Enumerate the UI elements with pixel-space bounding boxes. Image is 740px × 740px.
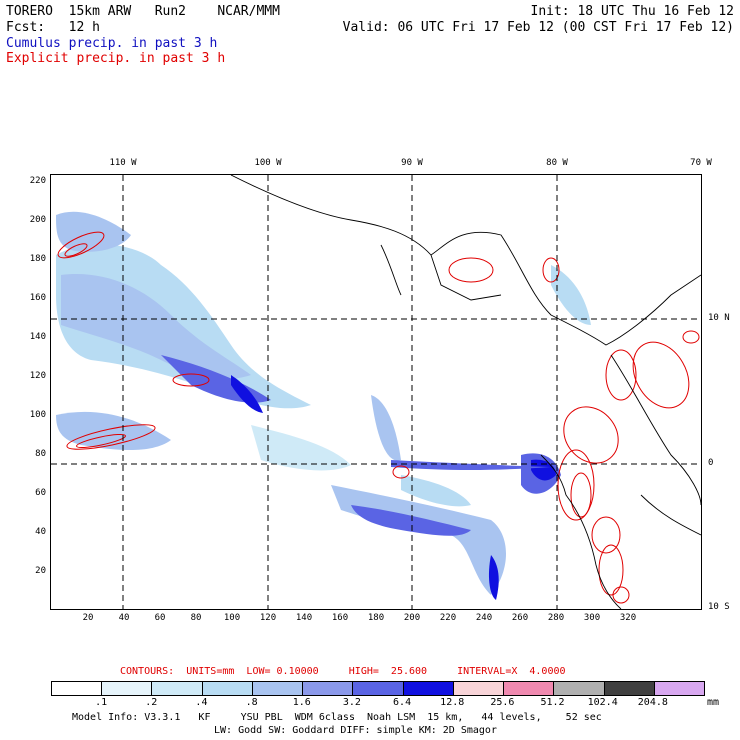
lon-label-100w: 100 W	[254, 158, 282, 168]
lat-label-10n: 10 N	[708, 313, 730, 323]
colorbar-label: .1	[95, 697, 108, 708]
colorbar-swatch	[303, 682, 354, 695]
x-tick: 180	[367, 613, 385, 623]
run-title: TORERO 15km ARW Run2 NCAR/MMM	[6, 4, 280, 19]
x-tick: 260	[511, 613, 529, 623]
precip-map	[50, 174, 702, 610]
y-tick: 40	[35, 527, 46, 537]
valid-time: Valid: 06 UTC Fri 17 Feb 12 (00 CST Fri …	[342, 20, 734, 35]
x-tick: 140	[295, 613, 313, 623]
colorbar-label: 51.2	[540, 697, 565, 708]
y-tick: 140	[29, 332, 46, 342]
colorbar-swatch	[403, 682, 454, 695]
colorbar-label: .8	[245, 697, 258, 708]
colorbar-swatch	[102, 682, 153, 695]
colorbar-swatch	[654, 682, 705, 695]
contour-info: CONTOURS: UNITS=mm LOW= 0.10000 HIGH= 25…	[120, 666, 566, 677]
y-tick: 200	[29, 215, 46, 225]
colorbar-swatch	[202, 682, 253, 695]
lat-label-0: 0	[708, 458, 714, 468]
init-time: Init: 18 UTC Thu 16 Feb 12	[530, 4, 735, 19]
y-tick: 160	[29, 293, 46, 303]
colorbar-label: .2	[145, 697, 158, 708]
x-tick: 60	[154, 613, 166, 623]
y-tick: 100	[29, 410, 46, 420]
lon-label-70w: 70 W	[690, 158, 712, 168]
x-tick: 100	[223, 613, 241, 623]
y-tick: 60	[35, 488, 46, 498]
legend-explicit: Explicit precip. in past 3 h	[6, 51, 226, 66]
lat-lon-grid	[51, 175, 701, 609]
colorbar-swatch	[453, 682, 505, 695]
x-tick: 80	[190, 613, 202, 623]
colorbar-label: 1.6	[292, 697, 311, 708]
y-tick: 180	[29, 254, 46, 264]
precip-colorbar	[51, 681, 705, 696]
colorbar-label: 6.4	[393, 697, 412, 708]
x-tick: 300	[583, 613, 601, 623]
y-tick: 120	[29, 371, 46, 381]
explicit-precip-contours	[57, 231, 700, 604]
colorbar-label: 102.4	[587, 697, 618, 708]
colorbar-units: mm	[707, 697, 720, 708]
model-info: Model Info: V3.3.1 KF YSU PBL WDM 6class…	[72, 712, 602, 723]
colorbar-label: 204.8	[637, 697, 668, 708]
x-tick: 20	[82, 613, 94, 623]
colorbar-swatch	[152, 682, 203, 695]
lat-label-10s: 10 S	[708, 602, 730, 612]
y-tick: 220	[29, 176, 46, 186]
colorbar-swatch	[504, 682, 555, 695]
colorbar-swatch	[252, 682, 304, 695]
x-tick: 40	[118, 613, 130, 623]
legend-cumulus: Cumulus precip. in past 3 h	[6, 36, 218, 51]
lon-label-80w: 80 W	[546, 158, 568, 168]
coastlines	[230, 175, 701, 609]
x-tick: 240	[475, 613, 493, 623]
colorbar-swatch	[604, 682, 655, 695]
y-tick: 20	[35, 566, 46, 576]
colorbar-label: 3.2	[342, 697, 361, 708]
lon-label-90w: 90 W	[401, 158, 423, 168]
physics-info: LW: Godd SW: Goddard DIFF: simple KM: 2D…	[214, 725, 497, 736]
colorbar-label: 12.8	[440, 697, 465, 708]
colorbar-swatch	[353, 682, 404, 695]
x-tick: 160	[331, 613, 349, 623]
y-tick: 80	[35, 449, 46, 459]
colorbar-swatch	[554, 682, 605, 695]
colorbar-label: .4	[195, 697, 208, 708]
x-tick: 320	[619, 613, 637, 623]
x-tick: 200	[403, 613, 421, 623]
colorbar-label: 25.6	[490, 697, 515, 708]
x-tick: 280	[547, 613, 565, 623]
x-tick: 220	[439, 613, 457, 623]
forecast-hour: Fcst: 12 h	[6, 20, 100, 35]
cumulus-precip-shading	[56, 211, 591, 600]
lon-label-110w: 110 W	[109, 158, 137, 168]
precip-map-svg	[51, 175, 701, 609]
colorbar-swatch	[52, 682, 103, 695]
x-tick: 120	[259, 613, 277, 623]
